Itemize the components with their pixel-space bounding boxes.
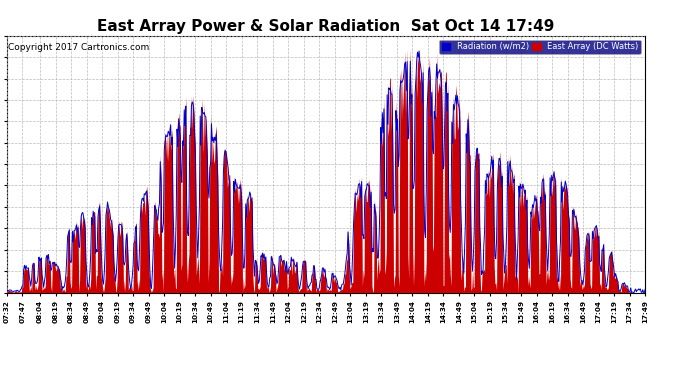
Title: East Array Power & Solar Radiation  Sat Oct 14 17:49: East Array Power & Solar Radiation Sat O… xyxy=(97,20,555,34)
Text: Copyright 2017 Cartronics.com: Copyright 2017 Cartronics.com xyxy=(8,44,149,52)
Legend: Radiation (w/m2), East Array (DC Watts): Radiation (w/m2), East Array (DC Watts) xyxy=(440,40,641,54)
